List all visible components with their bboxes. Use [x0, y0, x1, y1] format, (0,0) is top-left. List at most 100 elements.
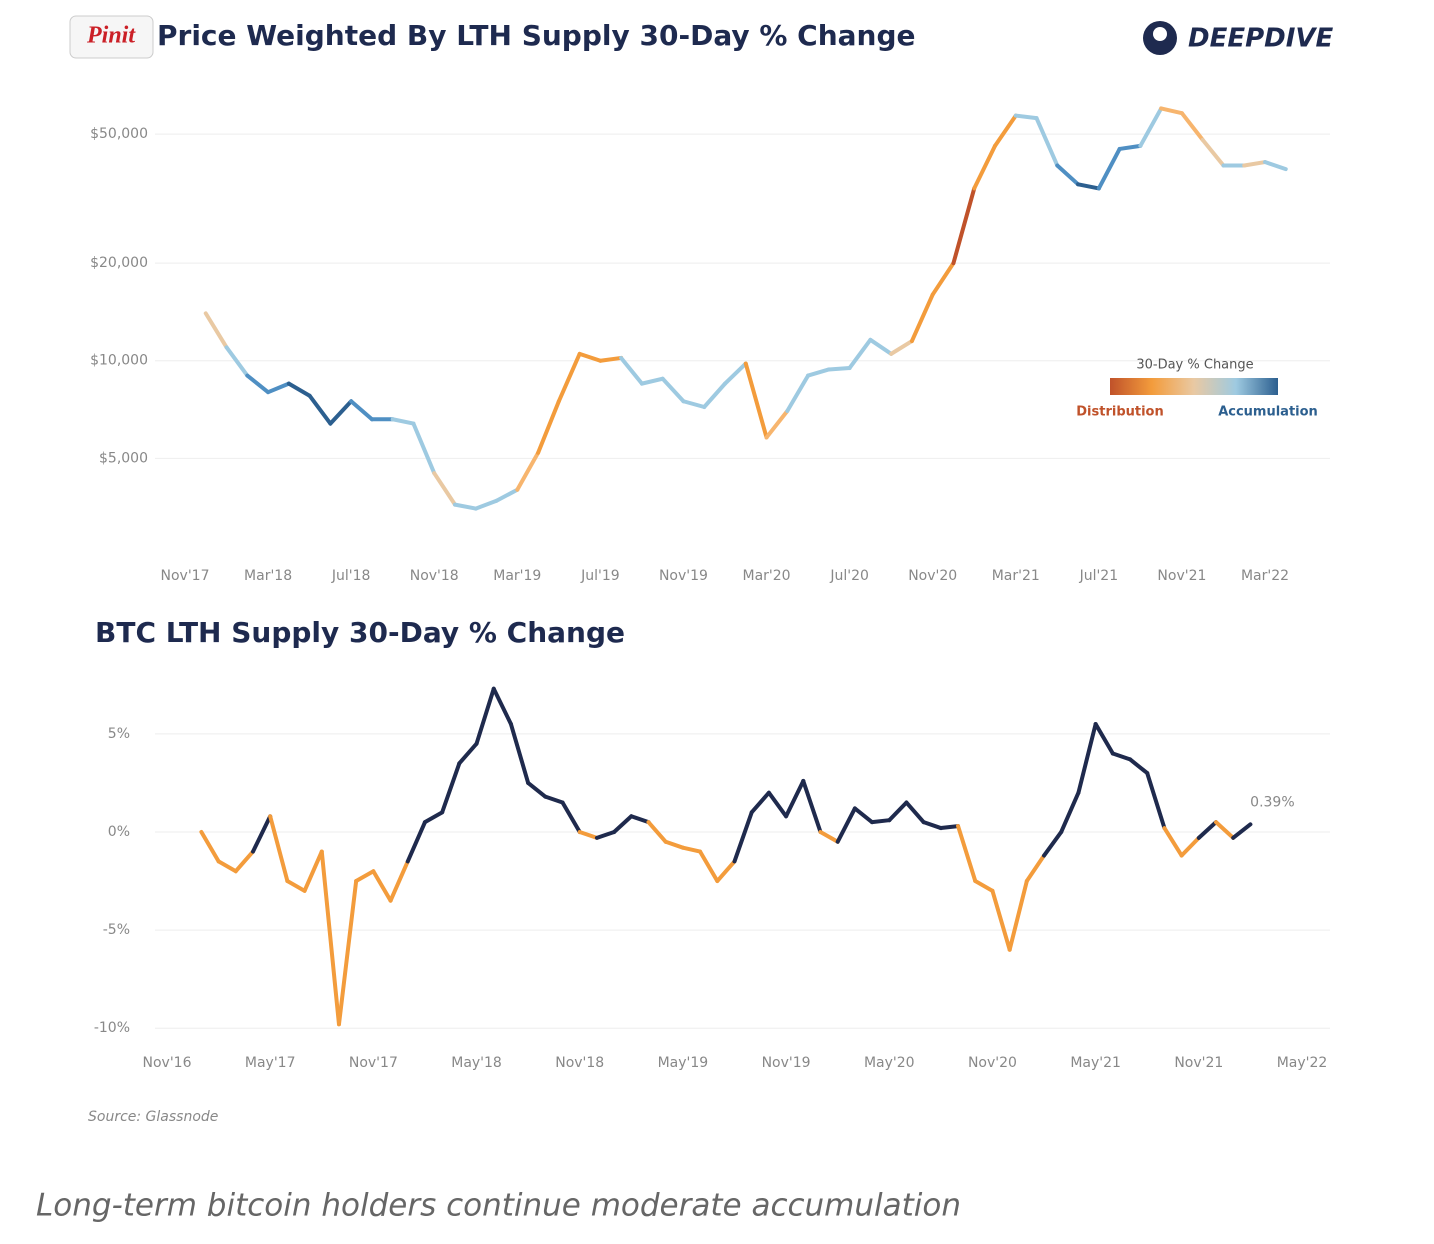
x-tick-label: Nov'19 — [762, 1055, 811, 1071]
line-segment — [852, 806, 875, 825]
line-segment — [702, 381, 727, 409]
x-tick-label: May'19 — [658, 1055, 709, 1071]
line-segment — [390, 417, 416, 426]
line-segment — [286, 381, 312, 398]
x-tick-label: Nov'17 — [349, 1055, 398, 1071]
line-segment — [1231, 822, 1253, 840]
x-tick-label: May'17 — [245, 1055, 296, 1071]
line-segment — [870, 818, 892, 825]
line-segment — [1200, 137, 1226, 168]
line-segment — [199, 829, 221, 864]
line-segment — [715, 859, 737, 884]
line-segment — [302, 849, 324, 893]
x-tick-label: May'18 — [451, 1055, 502, 1071]
line-segment — [1159, 106, 1184, 116]
line-segment — [889, 339, 914, 356]
x-tick-label: Mar'19 — [493, 568, 541, 584]
line-segment — [1117, 143, 1143, 151]
line-segment — [1024, 853, 1047, 884]
line-segment — [993, 113, 1018, 148]
x-tick-label: Nov'20 — [908, 568, 957, 584]
y-tick-label: $20,000 — [90, 255, 148, 271]
line-segment — [818, 829, 840, 844]
x-tick-label: Jul'20 — [829, 568, 869, 584]
line-segment — [1162, 826, 1184, 858]
legend-title: 30-Day % Change — [1136, 358, 1253, 373]
pin-button[interactable] — [69, 15, 154, 59]
line-segment — [1076, 182, 1101, 191]
x-tick-label: Jul'19 — [580, 568, 620, 584]
line-segment — [411, 421, 437, 476]
x-tick-label: Mar'22 — [1241, 568, 1289, 584]
line-segment — [1138, 106, 1164, 148]
x-tick-label: Mar'21 — [992, 568, 1040, 584]
y-tick-label: $50,000 — [90, 126, 148, 142]
line-segment — [515, 450, 541, 492]
line-segment — [245, 373, 271, 395]
line-segment — [1076, 722, 1098, 795]
line-segment — [909, 292, 935, 344]
line-segment — [268, 814, 290, 884]
line-segment — [784, 778, 806, 819]
line-segment — [868, 337, 894, 356]
line-segment — [1145, 771, 1167, 831]
line-segment — [1034, 116, 1060, 168]
line-segment — [536, 399, 561, 455]
x-tick-label: May'21 — [1070, 1055, 1121, 1071]
line-segment — [1196, 820, 1219, 840]
line-segment — [743, 361, 769, 440]
line-segment — [785, 373, 811, 413]
line-segment — [422, 810, 445, 825]
y-tick-label: 0% — [108, 824, 130, 840]
line-segment — [801, 778, 823, 834]
line-segment — [938, 824, 961, 831]
chart-title: BTC LTH Supply 30-Day % Change — [95, 616, 625, 649]
line-segment — [319, 849, 341, 1027]
x-tick-label: Nov'17 — [161, 568, 210, 584]
chart-title: Price Weighted By LTH Supply 30-Day % Ch… — [157, 19, 916, 52]
line-segment — [629, 814, 651, 825]
line-segment — [1042, 829, 1064, 858]
line-segment — [473, 498, 499, 511]
line-segment — [698, 849, 720, 884]
line-segment — [494, 487, 520, 503]
line-segment — [216, 859, 238, 874]
line-segment — [556, 351, 582, 404]
line-segment — [1055, 163, 1081, 187]
x-tick-label: Nov'21 — [1174, 1055, 1223, 1071]
line-segment — [203, 311, 229, 350]
line-segment — [491, 686, 513, 727]
data-label: 0.39% — [1250, 794, 1294, 810]
line-segment — [1263, 160, 1288, 172]
line-segment — [1242, 160, 1267, 168]
line-segment — [233, 849, 255, 874]
line-segment — [619, 355, 644, 386]
x-tick-label: Nov'20 — [968, 1055, 1017, 1071]
x-tick-label: Nov'18 — [555, 1055, 604, 1071]
line-segment — [681, 399, 707, 409]
line-segment — [766, 790, 789, 819]
line-segment — [598, 355, 624, 363]
logo-text: DEEPDIVE — [1188, 24, 1334, 54]
line-segment — [354, 869, 376, 884]
line-segment — [285, 879, 307, 893]
line-segment — [660, 376, 686, 404]
x-tick-label: Nov'19 — [659, 568, 708, 584]
line-segment — [224, 345, 250, 378]
line-segment — [250, 814, 273, 854]
pin-button-label[interactable]: Pinit — [86, 23, 136, 49]
line-segment — [680, 845, 703, 854]
line-segment — [1214, 820, 1236, 840]
line-segment — [639, 376, 665, 386]
line-segment — [560, 800, 582, 834]
y-tick-label: 5% — [108, 726, 130, 742]
line-segment — [474, 686, 496, 746]
line-segment — [921, 820, 943, 831]
caption: Long-term bitcoin holders continue moder… — [36, 1188, 961, 1224]
line-segment — [749, 790, 771, 815]
line-segment — [1059, 790, 1081, 834]
line-segment — [1007, 879, 1029, 952]
line-segment — [972, 143, 997, 191]
line-segment — [440, 761, 462, 815]
